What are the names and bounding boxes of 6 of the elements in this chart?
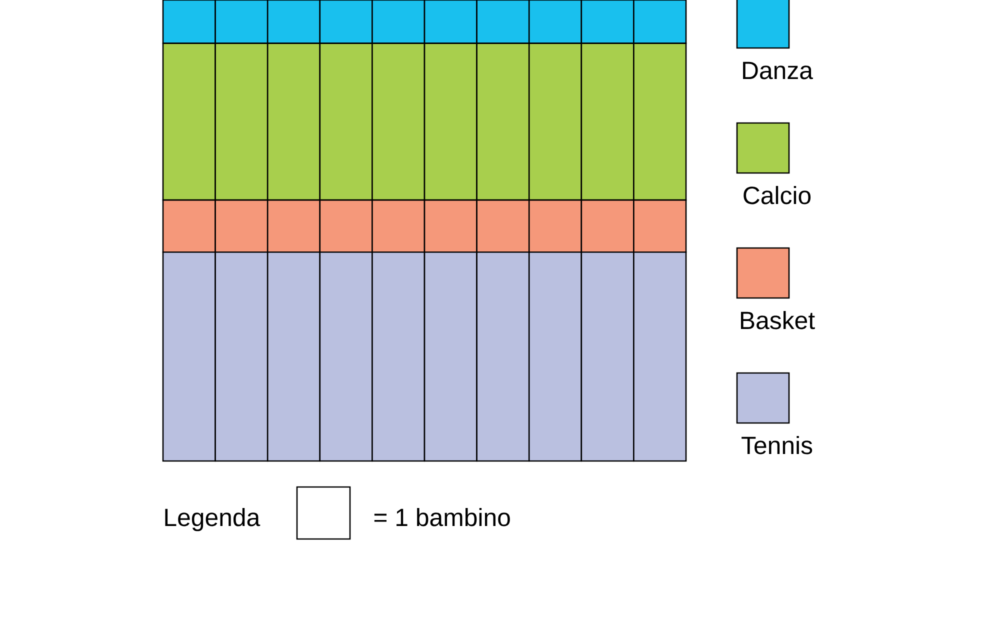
- text: Legenda: [165, 508, 260, 532]
- legend-label: Danza: [743, 62, 814, 80]
- legend-label: Tennis: [742, 436, 812, 454]
- legend-label: Basket: [740, 310, 815, 330]
- legend-label: Calcio: [744, 186, 811, 204]
- text: = 1 bambino: [374, 508, 510, 526]
